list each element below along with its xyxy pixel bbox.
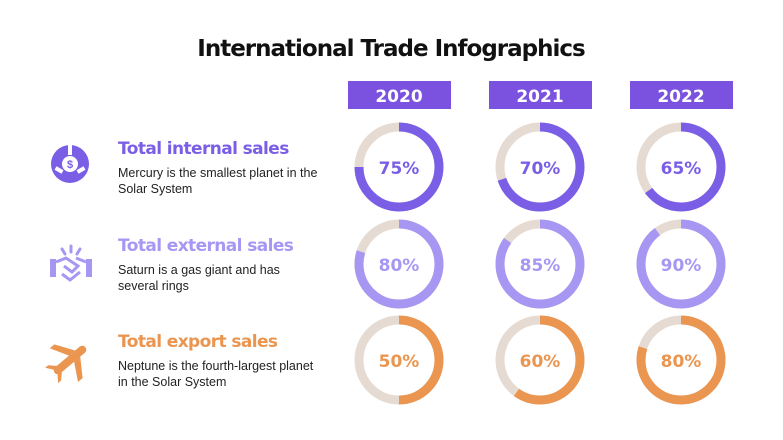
ring-label: 65% [661, 159, 702, 179]
ring-label: 90% [661, 256, 702, 276]
year-box [630, 81, 733, 109]
ring-arc [636, 219, 726, 309]
row-heading: Total internal sales [118, 139, 289, 159]
ring-arc [495, 122, 585, 212]
ring-arc [354, 315, 444, 405]
row-heading: Total export sales [118, 332, 278, 352]
ring-arc [636, 122, 726, 212]
icon-money: $ [51, 145, 89, 183]
year-box [489, 81, 592, 109]
row-description: Mercury is the smallest planet in the So… [118, 166, 318, 196]
ring-arc [354, 122, 444, 212]
ring-label: 50% [379, 352, 420, 372]
title: International Trade Infographics [197, 36, 585, 62]
ring-arc [495, 315, 585, 405]
ring-label: 80% [661, 352, 702, 372]
year-label: 2020 [375, 87, 422, 107]
year-label: 2022 [657, 87, 704, 107]
year-label: 2021 [516, 87, 563, 107]
row-description: Saturn is a gas giant and has several ri… [118, 263, 280, 293]
row-description: Neptune is the fourth-largest planet in … [118, 359, 314, 389]
ring-label: 85% [520, 256, 561, 276]
icon-handshake [50, 244, 92, 282]
svg-text:$: $ [67, 159, 73, 171]
ring-label: 80% [379, 256, 420, 276]
icon-plane [45, 344, 87, 384]
ring-label: 70% [520, 159, 561, 179]
ring-arc [354, 219, 444, 309]
ring-arc [495, 219, 585, 309]
ring-arc [636, 315, 726, 405]
year-box [348, 81, 451, 109]
row-heading: Total external sales [118, 236, 294, 256]
ring-label: 60% [520, 352, 561, 372]
ring-label: 75% [379, 159, 420, 179]
